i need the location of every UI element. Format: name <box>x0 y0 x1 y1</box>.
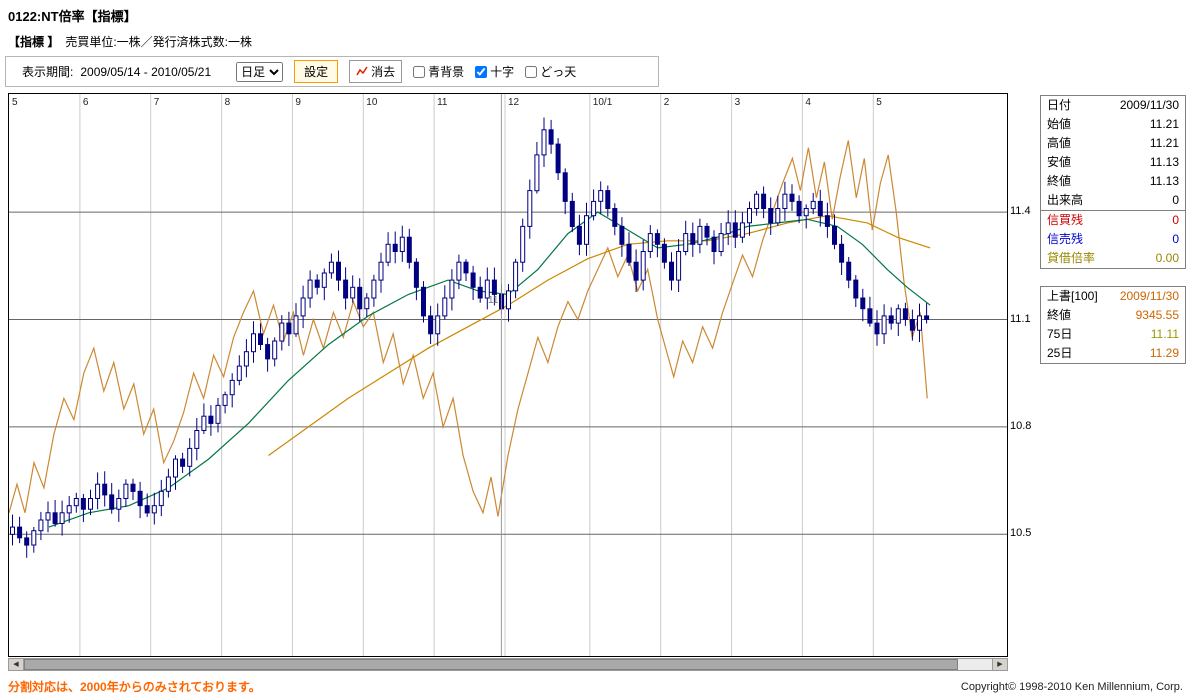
row-label: 信売残 <box>1047 232 1084 246</box>
svg-text:6: 6 <box>83 97 89 108</box>
period-label: 表示期間: <box>22 65 74 79</box>
y-axis-tick: 11.1 <box>1010 312 1031 325</box>
subtitle-label: 【指標 】 <box>8 35 60 49</box>
panel-row: 出来高 0 <box>1041 191 1185 210</box>
scrollbar-thumb[interactable] <box>24 659 959 670</box>
row-label: 終値 <box>1047 308 1072 322</box>
subtitle-text: 売買単位:一株／発行済株式数:一株 <box>65 35 253 49</box>
checkbox-label-dotten: どっ天 <box>540 65 577 79</box>
row-label: 終値 <box>1047 174 1072 188</box>
chart-area[interactable]: 5 6 7 8 9 10 11 12 10/1 2 3 4 5 11 <box>8 93 1008 657</box>
price-rows: 日付 2009/11/30 始値 11.21 高値 11.21 安値 11.13 終値 11.13… <box>1041 96 1185 210</box>
svg-text:5: 5 <box>12 97 18 108</box>
row-label: 日付 <box>1047 98 1072 112</box>
row-label: 出来高 <box>1047 193 1084 207</box>
y-axis-tick: 10.8 <box>1010 419 1032 432</box>
row-value: 11.13 <box>1149 155 1179 169</box>
row-label: 25日 <box>1047 346 1073 360</box>
chart-scrollbar[interactable]: ◀ ▶ <box>8 658 1008 671</box>
row-label: 高値 <box>1047 136 1072 150</box>
svg-text:10/1: 10/1 <box>593 97 613 108</box>
panel-row: 上書[100] 2009/11/30 <box>1041 287 1185 306</box>
row-value: 11.21 <box>1149 136 1179 150</box>
row-value: 11.29 <box>1149 346 1179 360</box>
panel-row: 日付 2009/11/30 <box>1041 96 1185 115</box>
svg-text:3: 3 <box>735 97 741 108</box>
settings-button[interactable]: 設定 <box>294 60 339 83</box>
timeframe-select[interactable]: 日足 <box>236 61 284 82</box>
svg-text:8: 8 <box>225 97 231 108</box>
row-label: 始値 <box>1047 117 1072 131</box>
panel-row: 貸借倍率 0.00 <box>1041 249 1185 268</box>
panel-row: 終値 9345.55 <box>1041 306 1185 325</box>
row-value: 0.00 <box>1155 251 1179 265</box>
svg-text:4: 4 <box>805 97 811 108</box>
chart-line-icon <box>356 66 368 76</box>
svg-text:11: 11 <box>437 97 448 108</box>
row-label: 75日 <box>1047 327 1073 341</box>
panel-row: 終値 11.13 <box>1041 172 1185 191</box>
row-label: 信買残 <box>1047 213 1084 227</box>
row-value: 0 <box>1172 213 1179 227</box>
margin-rows: 信買残 0 信売残 0 貸借倍率 0.00 <box>1041 210 1185 268</box>
row-label: 上書[100] <box>1047 289 1098 303</box>
y-axis-tick: 10.5 <box>1010 527 1032 540</box>
price-chart[interactable]: 5 6 7 8 9 10 11 12 10/1 2 3 4 5 11 <box>9 94 1007 656</box>
svg-text:5: 5 <box>876 97 882 108</box>
overlay-panel: 上書[100] 2009/11/30 終値 9345.55 75日 11.11 25日 11.… <box>1040 286 1186 364</box>
svg-text:12: 12 <box>508 97 520 108</box>
clear-button-label: 消去 <box>371 65 396 79</box>
svg-text:2: 2 <box>664 97 670 108</box>
row-value: 11.13 <box>1149 174 1179 188</box>
svg-text:7: 7 <box>154 97 160 108</box>
checkbox-label-crosshair: 十字 <box>490 65 515 79</box>
checkbox-label-blue-background: 青背景 <box>428 65 465 79</box>
svg-text:11: 11 <box>488 295 499 306</box>
row-value: 0 <box>1172 232 1179 246</box>
crosshair-checkbox[interactable] <box>475 65 488 78</box>
toolbar: 表示期間: 2009/05/14 - 2010/05/21 日足 設定 消去 青… <box>5 56 659 87</box>
page-title: 0122:NT倍率【指標】 <box>8 9 137 24</box>
subtitle: 【指標 】売買単位:一株／発行済株式数:一株 <box>8 33 252 50</box>
svg-text:10: 10 <box>366 97 378 108</box>
panel-row: 信買残 0 <box>1041 211 1185 230</box>
row-value: 11.11 <box>1150 327 1179 341</box>
scroll-left-button[interactable]: ◀ <box>9 659 24 670</box>
panel-row: 始値 11.21 <box>1041 115 1185 134</box>
row-value: 9345.55 <box>1135 308 1179 322</box>
panel-row: 75日 11.11 <box>1041 325 1185 344</box>
checkbox-crosshair[interactable]: 十字 <box>475 63 514 80</box>
footer-note: 分割対応は、2000年からのみされております。 <box>8 680 261 694</box>
quote-panel: 日付 2009/11/30 始値 11.21 高値 11.21 安値 11.13 終値 11.13… <box>1040 95 1186 269</box>
scroll-right-button[interactable]: ▶ <box>992 659 1007 670</box>
row-label: 貸借倍率 <box>1047 251 1096 265</box>
dotten-checkbox[interactable] <box>525 65 538 78</box>
row-value: 0 <box>1172 193 1179 207</box>
panel-row: 高値 11.21 <box>1041 134 1185 153</box>
row-value: 11.21 <box>1149 117 1179 131</box>
copyright: Copyright© 1998-2010 Ken Millennium, Cor… <box>960 681 1183 693</box>
row-value: 2009/11/30 <box>1119 98 1179 112</box>
clear-button[interactable]: 消去 <box>349 60 403 83</box>
period-value: 2009/05/14 - 2010/05/21 <box>80 64 212 79</box>
row-label: 安値 <box>1047 155 1072 169</box>
blue-background-checkbox[interactable] <box>413 65 426 78</box>
panel-row: 安値 11.13 <box>1041 153 1185 172</box>
checkbox-blue-background[interactable]: 青背景 <box>413 63 464 80</box>
panel-row: 25日 11.29 <box>1041 344 1185 363</box>
y-axis-tick: 11.4 <box>1010 205 1031 218</box>
checkbox-dotten[interactable]: どっ天 <box>525 63 576 80</box>
overlay-rows: 上書[100] 2009/11/30 終値 9345.55 75日 11.11 25日 11.… <box>1041 287 1185 363</box>
row-value: 2009/11/30 <box>1119 289 1179 303</box>
svg-text:9: 9 <box>295 97 301 108</box>
scrollbar-track[interactable] <box>24 659 992 670</box>
panel-row: 信売残 0 <box>1041 230 1185 249</box>
